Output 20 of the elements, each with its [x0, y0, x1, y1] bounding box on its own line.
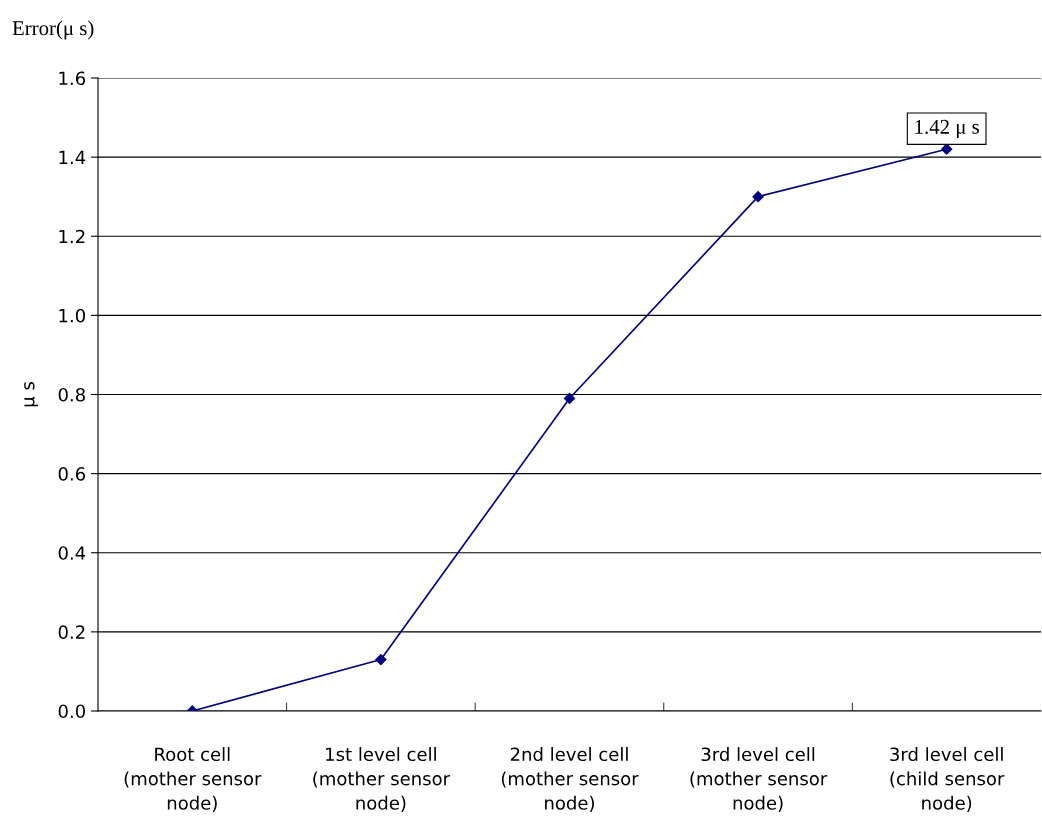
- y-tick-label: 0.0: [58, 704, 85, 719]
- y-tick-label: 0.2: [58, 625, 85, 639]
- y-tick-label: 1.6: [59, 71, 86, 86]
- y-tick-label: 1.0: [59, 308, 85, 323]
- point: [752, 191, 764, 203]
- y-tick-label: 0.4: [58, 546, 86, 560]
- x-tick-label: 1st level cell (mother sensor node): [313, 747, 451, 812]
- point: [563, 392, 576, 405]
- y-tick-label: 1.4: [59, 150, 86, 164]
- x-tick-label: Root cell (mother sensor node): [124, 747, 262, 812]
- y-axis-title: μ s: [24, 382, 39, 407]
- x-tick-label: 3rd level cell (mother sensor node): [690, 747, 828, 812]
- y-tick-label: 0.6: [58, 467, 86, 481]
- text: Error(μ s): [12, 20, 94, 40]
- annotation: 1.42 μ s: [915, 119, 979, 139]
- point: [375, 653, 387, 666]
- x-tick-label: 3rd level cell (child sensor node): [890, 747, 1005, 812]
- y-tick-label: 1.2: [59, 229, 85, 244]
- y-tick-label: 0.8: [58, 387, 85, 402]
- x-tick-label: 2nd level cell (mother sensor node): [501, 747, 639, 812]
